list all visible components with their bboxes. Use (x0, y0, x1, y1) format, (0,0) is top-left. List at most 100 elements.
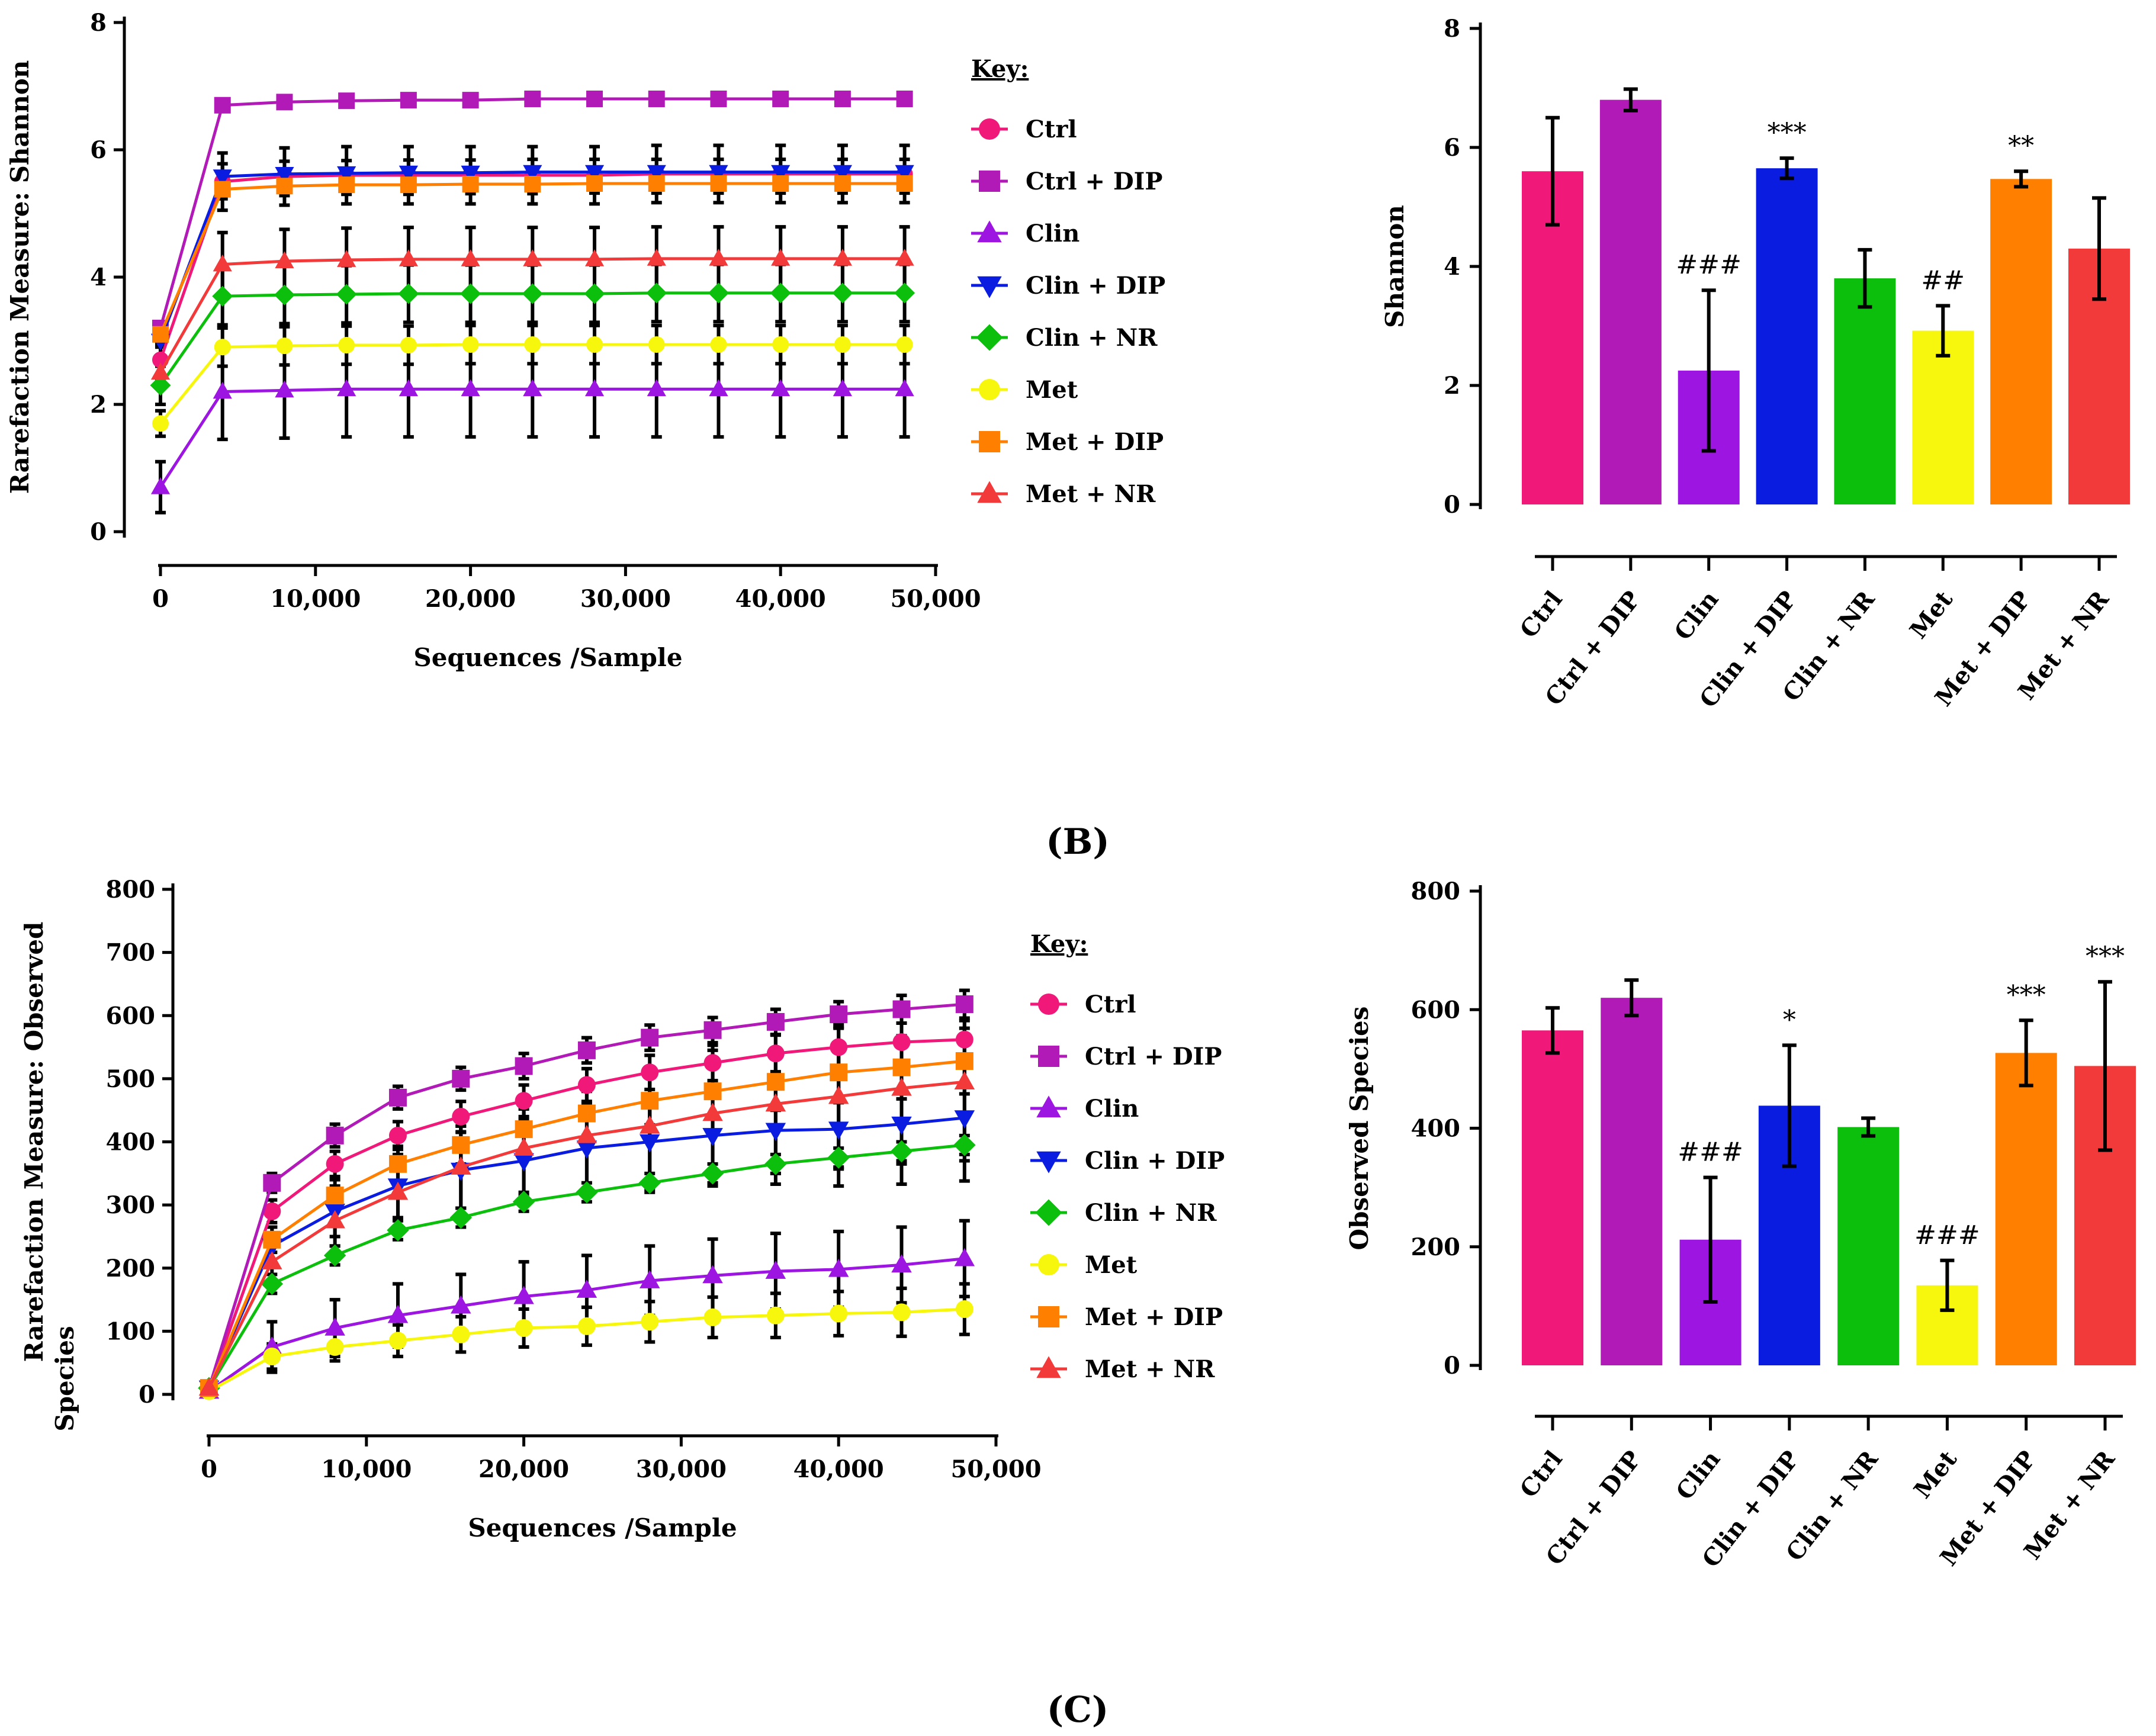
legend-marker (979, 431, 1000, 452)
x-tick-label: 0 (152, 585, 169, 613)
legend-marker (1038, 1306, 1059, 1327)
data-point (275, 251, 294, 269)
y-tick-label: 0 (90, 518, 107, 546)
y-tick-label: 0 (139, 1381, 155, 1409)
legend-marker (1038, 1046, 1059, 1067)
data-point (326, 1155, 344, 1173)
y-tick-label: 800 (106, 876, 156, 904)
x-tick-label: 50,000 (950, 1455, 1041, 1483)
data-point (576, 1181, 598, 1204)
x-tick-label: 10,000 (270, 585, 361, 613)
x-tick-label: 40,000 (793, 1455, 884, 1483)
data-point (648, 336, 665, 353)
legend-label: Met + NR (1085, 1355, 1215, 1383)
data-point (766, 1306, 785, 1324)
data-point (828, 1085, 849, 1104)
y-tick-label: 200 (1411, 1233, 1461, 1261)
data-point (584, 249, 605, 266)
legend-label: Clin (1026, 220, 1079, 247)
data-point (274, 284, 295, 306)
data-point (152, 326, 169, 343)
legend-title: Key: (1030, 930, 1088, 958)
data-point (709, 165, 728, 182)
data-point (709, 379, 728, 397)
data-point (338, 176, 355, 194)
data-point (399, 249, 418, 266)
x-tick-label: 30,000 (636, 1455, 727, 1483)
data-point (834, 336, 851, 353)
data-point (647, 249, 666, 266)
x-tick-label: 20,000 (478, 1455, 569, 1483)
data-point (576, 1124, 597, 1143)
y-axis-label: Species (50, 1326, 79, 1431)
legend-marker (979, 118, 1000, 140)
data-point (892, 1033, 911, 1052)
data-point (641, 1092, 659, 1110)
bar-met (1912, 330, 1974, 504)
data-point (832, 282, 853, 304)
data-point (276, 178, 293, 195)
bar-clin-nr (1837, 1127, 1900, 1365)
data-point (513, 1153, 534, 1172)
data-point (702, 1102, 723, 1121)
data-point (462, 176, 479, 193)
y-axis-label: Shannon (1380, 205, 1409, 328)
y-axis-label: Rarefaction Measure: Observed (20, 922, 49, 1362)
data-point (212, 285, 233, 307)
data-point (702, 1128, 723, 1146)
data-point (896, 336, 913, 353)
data-point (399, 165, 418, 183)
data-point (639, 1270, 660, 1288)
data-point (895, 379, 914, 397)
data-point (764, 1153, 787, 1175)
data-point (895, 165, 914, 182)
data-point (833, 249, 853, 266)
data-point (891, 1077, 912, 1096)
series-points-met-nr (150, 249, 914, 380)
data-point (524, 91, 541, 107)
panel-label-b: (B) (1046, 821, 1110, 863)
y-tick-label: 700 (106, 939, 156, 967)
significance-label: ** (2008, 131, 2034, 161)
data-point (955, 1052, 973, 1070)
data-point (461, 165, 480, 183)
data-point (954, 1071, 975, 1089)
y-tick-label: 100 (106, 1317, 156, 1345)
legend-title: Key: (971, 55, 1029, 83)
bar-clin-nr (1834, 278, 1896, 504)
bar-ctrl-dip (1601, 998, 1663, 1365)
data-point (894, 282, 915, 304)
data-point (834, 91, 851, 107)
data-point (198, 1377, 220, 1396)
data-point (398, 283, 419, 304)
data-point (701, 1162, 724, 1185)
legend-label: Clin + DIP (1085, 1147, 1225, 1175)
y-tick-label: 0 (1444, 1352, 1460, 1380)
category-label: Clin (1669, 586, 1724, 645)
data-point (828, 1121, 849, 1140)
data-point (524, 176, 541, 193)
series-points-ctrl-dip (152, 91, 913, 336)
data-point (576, 1280, 597, 1298)
significance-label: * (1783, 1005, 1796, 1035)
data-point (584, 379, 605, 397)
legend-label: Ctrl (1085, 991, 1136, 1018)
data-point (400, 337, 417, 354)
data-point (214, 97, 231, 114)
data-point (703, 1054, 722, 1072)
data-point (770, 282, 791, 304)
data-point (460, 283, 481, 304)
data-point (388, 1126, 407, 1145)
data-point (213, 169, 232, 187)
data-point (772, 175, 789, 192)
legend-marker (1038, 1254, 1059, 1275)
y-tick-label: 2 (90, 391, 107, 419)
series-points-met (152, 336, 913, 432)
data-point (452, 1069, 470, 1088)
data-point (702, 1265, 723, 1284)
data-point (214, 339, 231, 356)
legend-marker (979, 171, 1000, 192)
data-point (451, 1156, 471, 1175)
category-label: Met (1908, 1445, 1963, 1504)
